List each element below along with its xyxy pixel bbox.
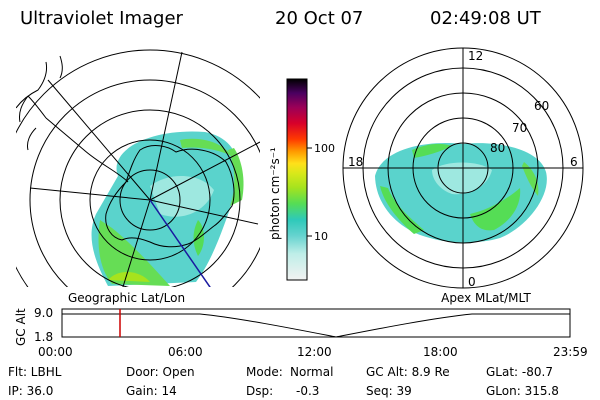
mlat-label-60: 60 bbox=[534, 99, 549, 113]
right-map-caption: Apex MLat/MLT bbox=[441, 291, 531, 305]
timeline-ytick-low: 1.8 bbox=[34, 330, 53, 344]
latitude-ring-2 bbox=[89, 139, 211, 261]
altitude-curve bbox=[62, 313, 570, 338]
left-map-caption: Geographic Lat/Lon bbox=[68, 291, 185, 305]
antarctica-coastline bbox=[105, 145, 235, 248]
meridian-lines bbox=[29, 51, 260, 287]
aurora-emission bbox=[91, 131, 244, 286]
timeline-xtick-0000: 00:00 bbox=[38, 345, 73, 359]
mlt-label-18: 18 bbox=[348, 155, 363, 169]
colorbar: 100 10 photon cm⁻²s⁻¹ bbox=[268, 78, 335, 281]
info-gain: Gain: 14 bbox=[126, 384, 177, 398]
timeline-xtick-2359: 23:59 bbox=[553, 345, 588, 359]
info-dsp-value: -0.3 bbox=[296, 384, 319, 398]
info-ip: IP: 36.0 bbox=[8, 384, 53, 398]
header-date: 20 Oct 07 bbox=[275, 8, 363, 29]
latitude-ring-3 bbox=[59, 109, 241, 287]
timeline-ylabel: GC Alt bbox=[14, 308, 28, 346]
altitude-timeline: GC Alt 9.0 1.8 00:00 06:00 12:00 18:00 2… bbox=[14, 306, 588, 359]
timeline-ytick-high: 9.0 bbox=[34, 306, 53, 320]
south-america-coastline bbox=[16, 55, 63, 109]
info-filter: Flt: LBHL bbox=[8, 365, 62, 379]
mlt-label-0: 0 bbox=[468, 275, 476, 289]
latitude-ring-1 bbox=[119, 169, 181, 231]
satellite-track bbox=[149, 199, 211, 287]
mlt-lines bbox=[343, 48, 583, 288]
colorbar-tick-10: 10 bbox=[314, 230, 328, 243]
colorbar-unit-label: photon cm⁻²s⁻¹ bbox=[268, 147, 282, 240]
peninsula-coastline bbox=[19, 95, 129, 183]
mlat-label-70: 70 bbox=[512, 121, 527, 135]
mlt-label-12: 12 bbox=[468, 49, 483, 63]
colorbar-tick-100: 100 bbox=[314, 142, 335, 155]
info-mode-label: Mode: bbox=[246, 365, 283, 379]
timeline-xtick-1200: 12:00 bbox=[297, 345, 332, 359]
mlat-label-80: 80 bbox=[490, 141, 505, 155]
info-dsp-label: Dsp: bbox=[246, 384, 273, 398]
mlt-label-6: 6 bbox=[570, 155, 578, 169]
page-title: Ultraviolet Imager bbox=[20, 8, 184, 29]
latitude-ring-5 bbox=[16, 49, 260, 287]
colorbar-scale bbox=[286, 78, 308, 281]
info-seq: Seq: 39 bbox=[366, 384, 412, 398]
geographic-map bbox=[16, 49, 260, 287]
info-mode-value: Normal bbox=[290, 365, 333, 379]
timeline-xtick-1800: 18:00 bbox=[423, 345, 458, 359]
timeline-xtick-0600: 06:00 bbox=[168, 345, 203, 359]
header-time: 02:49:08 UT bbox=[430, 8, 542, 29]
info-glon: GLon: 315.8 bbox=[486, 384, 559, 398]
magnetic-map: 12 18 6 0 60 70 80 bbox=[342, 47, 584, 289]
info-door: Door: Open bbox=[126, 365, 195, 379]
info-gc-alt: GC Alt: 8.9 Re bbox=[366, 365, 450, 379]
latitude-ring-4 bbox=[29, 79, 260, 287]
info-glat: GLat: -80.7 bbox=[486, 365, 553, 379]
info-panel: Flt: LBHL Door: Open Mode: Normal GC Alt… bbox=[8, 365, 559, 398]
